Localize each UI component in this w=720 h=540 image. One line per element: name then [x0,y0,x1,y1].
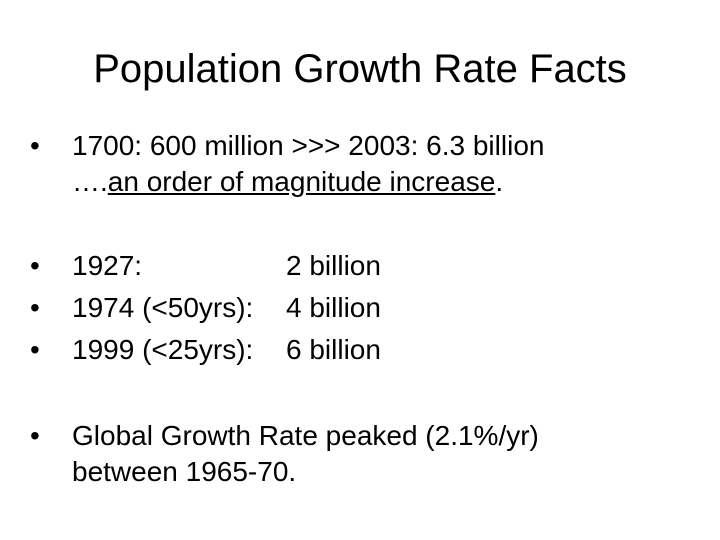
bullet-text-population-1700-2003: 1700: 600 million >>> 2003: 6.3 billion [72,130,545,161]
bullet-text-global-growth-rate: Global Growth Rate peaked (2.1%/yr) [72,420,539,451]
underlined-phrase: an order of magnitude increase [107,166,496,197]
bullet-icon: • [30,334,40,365]
bullet-icon: • [30,250,40,281]
timeline-label: 1927: [72,250,143,281]
timeline-label: 1974 (<50yrs): [72,292,254,323]
bullet-text-magnitude-line: ….an order of magnitude increase. [72,165,503,199]
timeline-value: 2 billion [286,250,381,281]
ellipsis-prefix: …. [72,166,108,197]
bullet-text-growth-period: between 1965-70. [72,456,297,487]
bullet-icon: • [30,420,40,451]
timeline-value: 4 billion [286,292,381,323]
period-suffix: . [495,166,504,197]
slide-title: Population Growth Rate Facts [93,47,627,91]
bullet-icon: • [30,130,40,161]
timeline-label: 1999 (<25yrs): [72,334,254,365]
timeline-value: 6 billion [286,334,381,365]
bullet-icon: • [30,292,40,323]
